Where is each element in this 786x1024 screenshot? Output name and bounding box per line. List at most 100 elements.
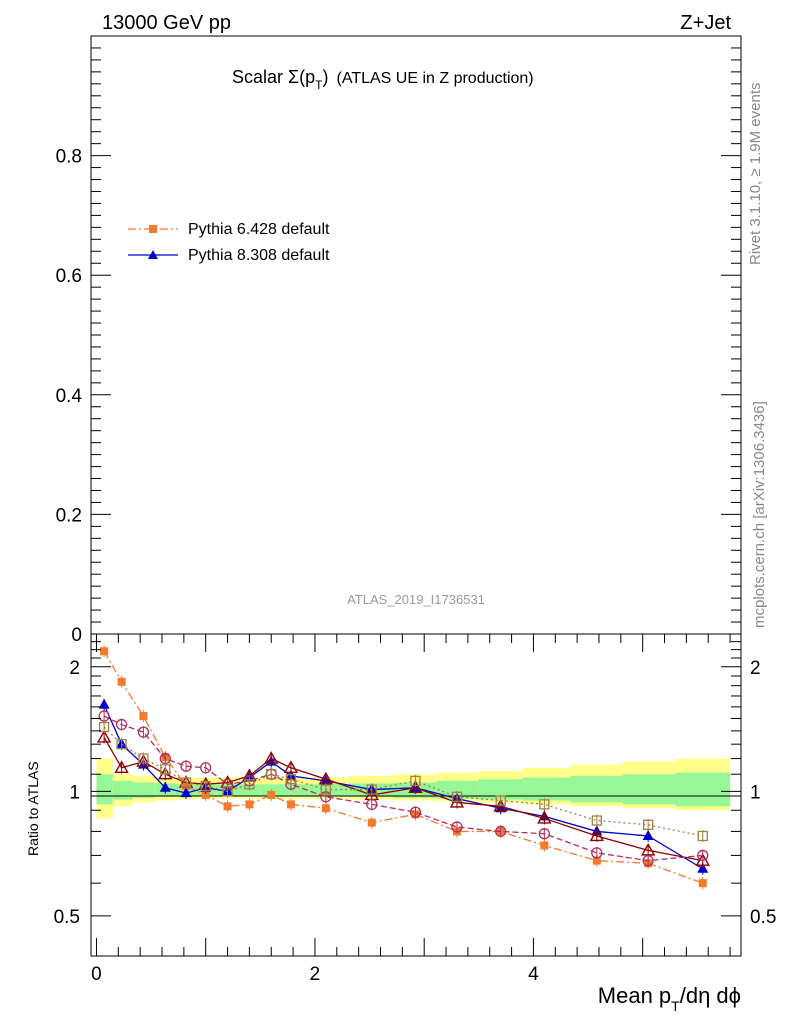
series-point-4 xyxy=(285,774,297,785)
series-point-0 xyxy=(286,800,295,809)
series-point-2 xyxy=(96,729,112,743)
band-inner-segment xyxy=(96,774,113,805)
band-inner-segment xyxy=(522,777,571,801)
series-point-4 xyxy=(116,739,127,750)
y-tick-label-left: 0.5 xyxy=(54,907,80,928)
legend: Pythia 6.428 default Pythia 8.308 defaul… xyxy=(128,221,330,264)
band-inner-segment xyxy=(260,784,282,796)
ratio-y-axis-label: Ratio to ATLAS xyxy=(25,761,41,856)
band-inner-segment xyxy=(112,780,133,800)
series-point-3 xyxy=(180,760,192,772)
x-label-rest: /dη dϕ xyxy=(680,983,741,1008)
series-point-4 xyxy=(539,799,550,810)
band-inner-segment xyxy=(478,779,523,800)
legend-marker-py8 xyxy=(148,250,158,259)
series-point-4 xyxy=(244,779,255,790)
series-point-3 xyxy=(200,762,212,774)
series-point-4 xyxy=(200,780,211,792)
ratio-tick-labels: 0 2 4 0.5 0.5 1 1 2 2 xyxy=(54,658,777,985)
series-point-3 xyxy=(137,726,150,738)
series-point-2 xyxy=(264,751,279,764)
main-y-tick-labels: 0 0.2 0.4 0.6 0.8 xyxy=(56,147,83,646)
series-point-3 xyxy=(697,849,709,862)
y-tick-label-right: 1 xyxy=(750,782,761,803)
main-y-tick-label: 0.8 xyxy=(56,147,82,168)
title-scalar: Scalar xyxy=(232,67,288,87)
band-inner-segment xyxy=(132,782,155,798)
series-point-3 xyxy=(451,821,463,833)
series-point-1 xyxy=(159,781,171,792)
series-point-1 xyxy=(642,829,654,840)
plot-title: Scalar Σ(pT) (ATLAS UE in Z production) xyxy=(232,67,534,92)
series-point-4 xyxy=(495,795,506,806)
series-point-0 xyxy=(540,841,549,850)
process-label: Z+Jet xyxy=(680,12,731,34)
series-point-3 xyxy=(591,847,603,859)
series-point-4 xyxy=(697,830,708,842)
analysis-watermark: ATLAS_2019_I1736531 xyxy=(347,592,485,607)
series-point-0 xyxy=(367,818,376,827)
series-point-3 xyxy=(409,806,422,818)
title-sub: T xyxy=(315,78,323,92)
series-point-3 xyxy=(538,828,551,840)
series-point-4 xyxy=(180,777,192,788)
series-point-2 xyxy=(114,760,129,773)
series-point-0 xyxy=(267,790,276,799)
series-point-2 xyxy=(408,780,423,793)
series-point-4 xyxy=(266,769,277,780)
y-tick-label-left: 2 xyxy=(69,658,80,679)
series-point-1 xyxy=(98,698,110,709)
legend-label-py8: Pythia 8.308 default xyxy=(188,247,330,264)
main-y-tick-label: 0.2 xyxy=(56,505,82,526)
y-tick-label-right: 0.5 xyxy=(750,907,776,928)
series-point-3 xyxy=(115,718,128,731)
series-point-2 xyxy=(136,754,151,767)
main-axis-ticks xyxy=(91,35,741,635)
x-tick-label: 0 xyxy=(91,964,102,985)
x-tick-label: 2 xyxy=(310,964,321,985)
series-point-4 xyxy=(320,784,332,795)
band-inner-segment xyxy=(281,784,309,796)
series-point-3 xyxy=(642,854,654,867)
x-label-sub: T xyxy=(671,998,680,1014)
band-inner-segment xyxy=(436,780,479,799)
series-point-0 xyxy=(223,802,232,811)
y-tick-label-right: 2 xyxy=(750,658,761,679)
series-point-0 xyxy=(592,856,601,865)
energy-label: 13000 GeV pp xyxy=(102,12,231,34)
series-point-4 xyxy=(410,775,421,787)
series-point-1 xyxy=(180,787,192,798)
band-inner-segment xyxy=(308,784,349,796)
legend-label-py6: Pythia 6.428 default xyxy=(188,221,330,238)
series-point-0 xyxy=(139,712,148,721)
series-point-3 xyxy=(495,825,507,838)
y-tick-label-left: 1 xyxy=(69,782,80,803)
series-point-4 xyxy=(451,791,463,802)
ratio-axis-ticks xyxy=(91,633,741,957)
series-point-4 xyxy=(138,753,149,764)
x-label-mean: Mean p xyxy=(598,983,671,1008)
series-point-4 xyxy=(591,815,602,826)
x-axis-label: Mean pT/dη dϕ xyxy=(598,983,741,1014)
title-sigma: Σ(p xyxy=(288,67,315,87)
band-inner-segment xyxy=(622,774,676,805)
series-point-2 xyxy=(589,828,605,842)
ratio-panel-frame xyxy=(90,633,742,957)
x-tick-label: 4 xyxy=(528,964,539,985)
rivet-side-label: Rivet 3.1.10, ≥ 1.9M events xyxy=(747,83,764,266)
band-inner-segment xyxy=(570,775,623,803)
title-rest: (ATLAS UE in Z production) xyxy=(337,70,534,87)
title-close: ) xyxy=(323,67,329,87)
series-point-0 xyxy=(201,790,210,799)
main-panel-frame xyxy=(90,35,742,635)
series-point-4 xyxy=(366,784,377,795)
series-point-0 xyxy=(245,800,254,809)
series-point-4 xyxy=(642,819,654,830)
series-point-2 xyxy=(537,811,552,824)
series-point-2 xyxy=(283,760,299,773)
mcplots-side-label: mcplots.cern.ch [arXiv:1306.3436] xyxy=(751,401,768,628)
series-point-0 xyxy=(321,804,330,813)
series-point-0 xyxy=(117,677,126,686)
main-y-tick-label: 0.6 xyxy=(56,266,82,287)
